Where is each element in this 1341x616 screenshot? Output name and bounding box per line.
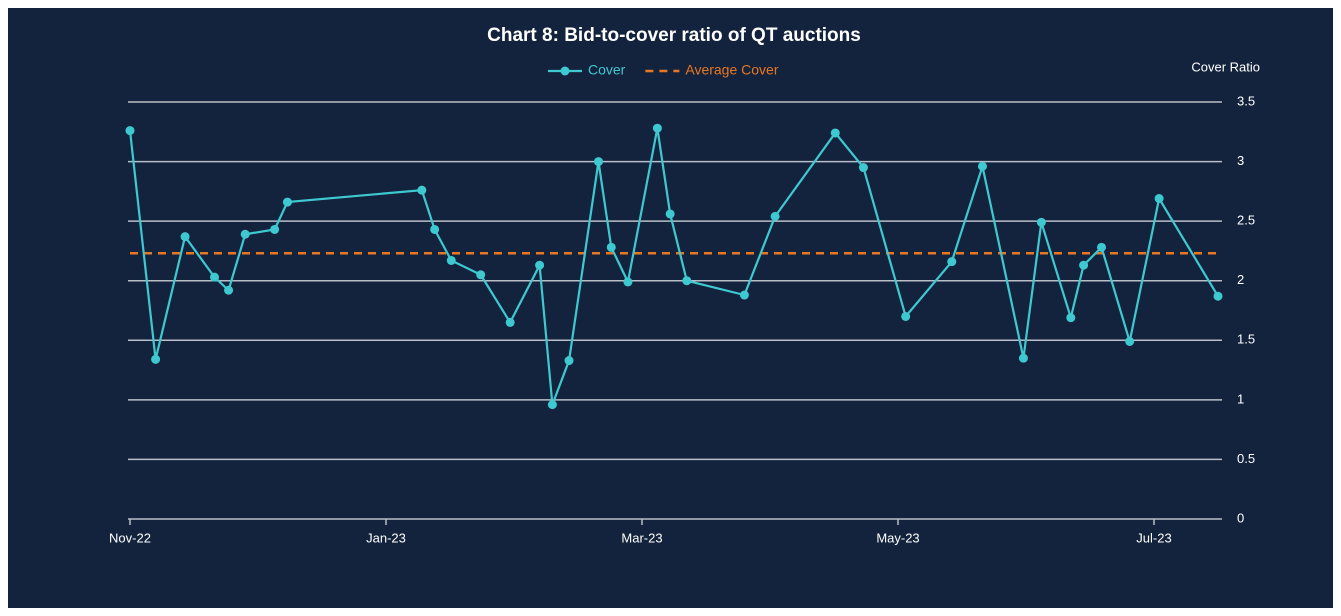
y-tick-label: 3 [1237, 153, 1244, 168]
legend-label: Average Cover [685, 62, 778, 78]
data-point [1018, 353, 1028, 363]
legend-marker [560, 66, 570, 76]
data-point [1079, 260, 1089, 270]
chart-background [8, 8, 1333, 608]
data-point [282, 197, 292, 207]
data-point [535, 260, 545, 270]
data-point [977, 161, 987, 171]
data-point [1125, 336, 1135, 346]
y-tick-label: 1.5 [1237, 332, 1255, 347]
data-point [151, 354, 161, 364]
data-point [180, 232, 190, 242]
data-point [665, 209, 675, 219]
data-point [623, 277, 633, 287]
data-point [1213, 291, 1223, 301]
x-tick-label: May-23 [876, 530, 919, 545]
data-point [770, 211, 780, 221]
y-tick-label: 0.5 [1237, 451, 1255, 466]
legend-label: Cover [588, 62, 626, 78]
data-point [1036, 217, 1046, 227]
data-point [446, 255, 456, 265]
y-axis-label: Cover Ratio [1191, 59, 1260, 74]
x-tick-label: Jul-23 [1136, 530, 1171, 545]
data-point [417, 185, 427, 195]
y-tick-label: 3.5 [1237, 93, 1255, 108]
x-tick-label: Nov-22 [109, 530, 151, 545]
data-point [1154, 194, 1164, 204]
data-point [125, 126, 135, 136]
data-point [240, 229, 250, 239]
data-point [1066, 313, 1076, 323]
data-point [739, 290, 749, 300]
data-point [593, 157, 603, 167]
data-point [224, 285, 234, 295]
y-tick-label: 0 [1237, 510, 1244, 525]
y-tick-label: 2 [1237, 272, 1244, 287]
data-point [564, 356, 574, 366]
data-point [652, 123, 662, 133]
x-tick-label: Jan-23 [366, 530, 406, 545]
data-point [858, 163, 868, 173]
data-point [476, 270, 486, 280]
data-point [830, 128, 840, 138]
y-tick-label: 1 [1237, 391, 1244, 406]
x-tick-label: Mar-23 [621, 530, 662, 545]
data-point [547, 400, 557, 410]
data-point [270, 224, 280, 234]
data-point [947, 257, 957, 267]
chart-title: Chart 8: Bid-to-cover ratio of QT auctio… [487, 25, 861, 46]
data-point [606, 242, 616, 252]
data-point [505, 317, 515, 327]
data-point [430, 224, 440, 234]
data-point [209, 272, 219, 282]
data-point [682, 276, 692, 286]
data-point [901, 311, 911, 321]
y-tick-label: 2.5 [1237, 213, 1255, 228]
data-point [1097, 242, 1107, 252]
